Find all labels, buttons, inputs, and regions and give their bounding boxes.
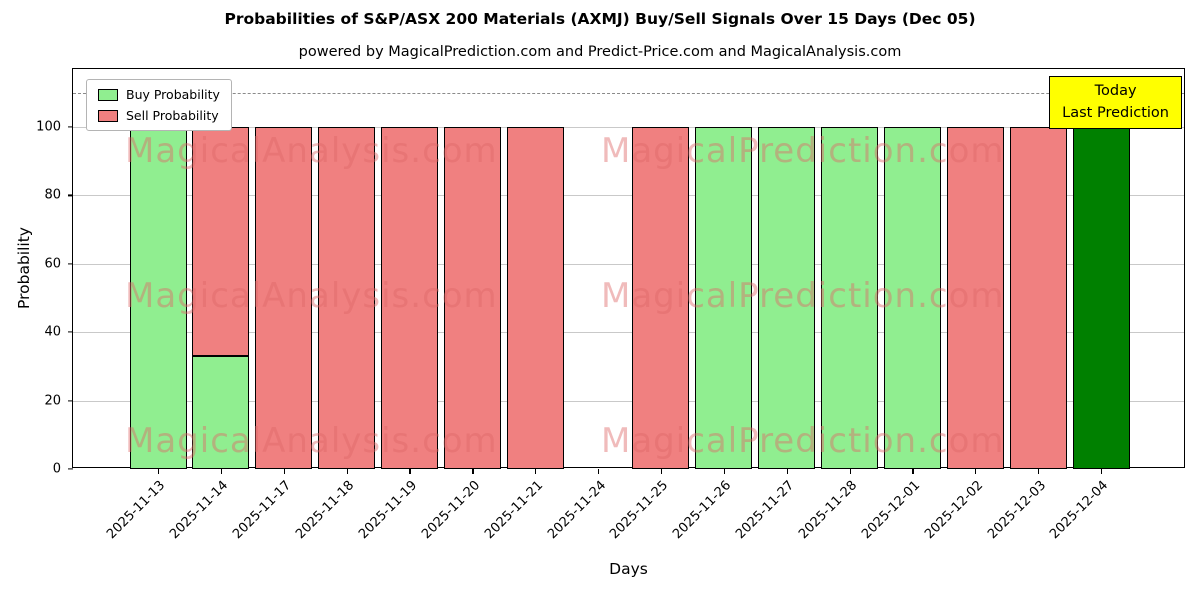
x-tick-label: 2025-11-21 (481, 478, 546, 543)
y-tick-mark (68, 331, 73, 333)
y-tick-mark (68, 194, 73, 197)
watermark-text: MagicalPrediction.com (601, 276, 1005, 316)
x-tick-mark (158, 469, 160, 474)
y-tick-label: 40 (44, 324, 61, 340)
watermark-text: MagicalAnalysis.com (125, 131, 498, 171)
bar-buy-segment (1072, 127, 1130, 469)
plot-area: Buy Probability Sell Probability Magical… (36, 68, 1185, 542)
x-tick-mark (220, 469, 223, 474)
gridline (73, 195, 1184, 197)
y-tick-label: 20 (44, 393, 61, 409)
legend-buy-swatch (98, 88, 118, 101)
legend-item-sell: Sell Probability (98, 108, 220, 123)
legend-sell-swatch (98, 109, 118, 122)
x-axis-label: Days (609, 560, 648, 578)
gridline (73, 400, 1184, 402)
gridline (73, 263, 1184, 265)
watermark-text: MagicalPrediction.com (601, 421, 1005, 461)
x-tick-mark (1038, 469, 1040, 474)
bar-buy-segment (695, 127, 753, 469)
bar-sell-segment (380, 127, 438, 469)
x-tick-mark (409, 469, 411, 474)
x-tick-label: 2025-12-02 (921, 478, 986, 543)
bar-buy-segment (883, 127, 941, 469)
x-tick-label: 2025-12-01 (858, 478, 923, 543)
legend-item-buy: Buy Probability (98, 87, 220, 102)
x-tick-mark (346, 469, 348, 474)
y-axis-label: Probability (15, 227, 33, 309)
x-tick-mark (723, 469, 725, 474)
watermark-text: MagicalAnalysis.com (125, 421, 498, 461)
x-tick-mark (535, 469, 537, 474)
bar-sell-segment (946, 127, 1004, 469)
x-tick-mark (912, 469, 914, 474)
bar-sell-segment (255, 127, 313, 469)
today-label: Today Last Prediction (1049, 76, 1182, 129)
bar-sell-segment (506, 127, 564, 469)
bar-buy-segment (192, 356, 250, 469)
x-tick-label: 2025-11-17 (230, 478, 295, 543)
today-label-line1: Today (1094, 83, 1137, 99)
chart-subtitle: powered by MagicalPrediction.com and Pre… (298, 44, 902, 60)
x-tick-mark (849, 469, 851, 474)
x-tick-mark (786, 469, 788, 474)
y-tick-mark (68, 400, 73, 402)
y-tick-mark (68, 263, 73, 265)
reference-dashed-line (73, 92, 1184, 94)
x-tick-mark (660, 469, 663, 474)
watermark-text: MagicalPrediction.com (601, 131, 1005, 171)
bar-buy-segment (758, 127, 816, 469)
x-tick-label: 2025-12-04 (1047, 478, 1112, 543)
x-tick-label: 2025-11-13 (104, 478, 169, 543)
x-tick-label: 2025-11-14 (167, 478, 232, 543)
x-tick-label: 2025-11-18 (293, 478, 358, 543)
gridline (73, 332, 1184, 334)
bar-sell-segment (318, 127, 376, 469)
x-tick-label: 2025-11-28 (796, 478, 861, 543)
today-label-line2: Last Prediction (1062, 105, 1169, 122)
bar-sell-segment (443, 127, 501, 469)
x-tick-mark (598, 469, 600, 474)
x-tick-mark (472, 469, 474, 474)
y-tick-label: 0 (52, 461, 61, 477)
bar-sell-segment (192, 127, 250, 357)
y-tick-label: 60 (44, 256, 61, 272)
x-tick-label: 2025-11-25 (607, 478, 672, 543)
chart-title: Probabilities of S&P/ASX 200 Materials (… (224, 10, 976, 28)
y-tick-label: 80 (44, 187, 61, 203)
y-tick-mark (68, 126, 73, 128)
x-tick-mark (1101, 469, 1103, 474)
x-tick-label: 2025-11-26 (670, 478, 735, 543)
y-tick-label: 100 (36, 119, 61, 135)
gridline (73, 127, 1184, 129)
x-tick-label: 2025-11-27 (733, 478, 798, 543)
bar-sell-segment (632, 127, 690, 469)
x-tick-mark (975, 469, 977, 474)
bar-buy-segment (129, 127, 187, 469)
y-tick-mark (68, 468, 73, 470)
x-tick-label: 2025-12-03 (984, 478, 1049, 543)
legend-buy-label: Buy Probability (126, 87, 220, 102)
bar-sell-segment (1009, 127, 1067, 469)
x-tick-label: 2025-11-24 (544, 478, 609, 543)
x-tick-mark (283, 469, 285, 474)
x-tick-label: 2025-11-19 (356, 478, 421, 543)
x-tick-label: 2025-11-20 (418, 478, 483, 543)
watermark-text: MagicalAnalysis.com (125, 276, 498, 316)
legend-sell-label: Sell Probability (126, 108, 219, 123)
bar-buy-segment (821, 127, 879, 469)
legend: Buy Probability Sell Probability (86, 79, 232, 131)
